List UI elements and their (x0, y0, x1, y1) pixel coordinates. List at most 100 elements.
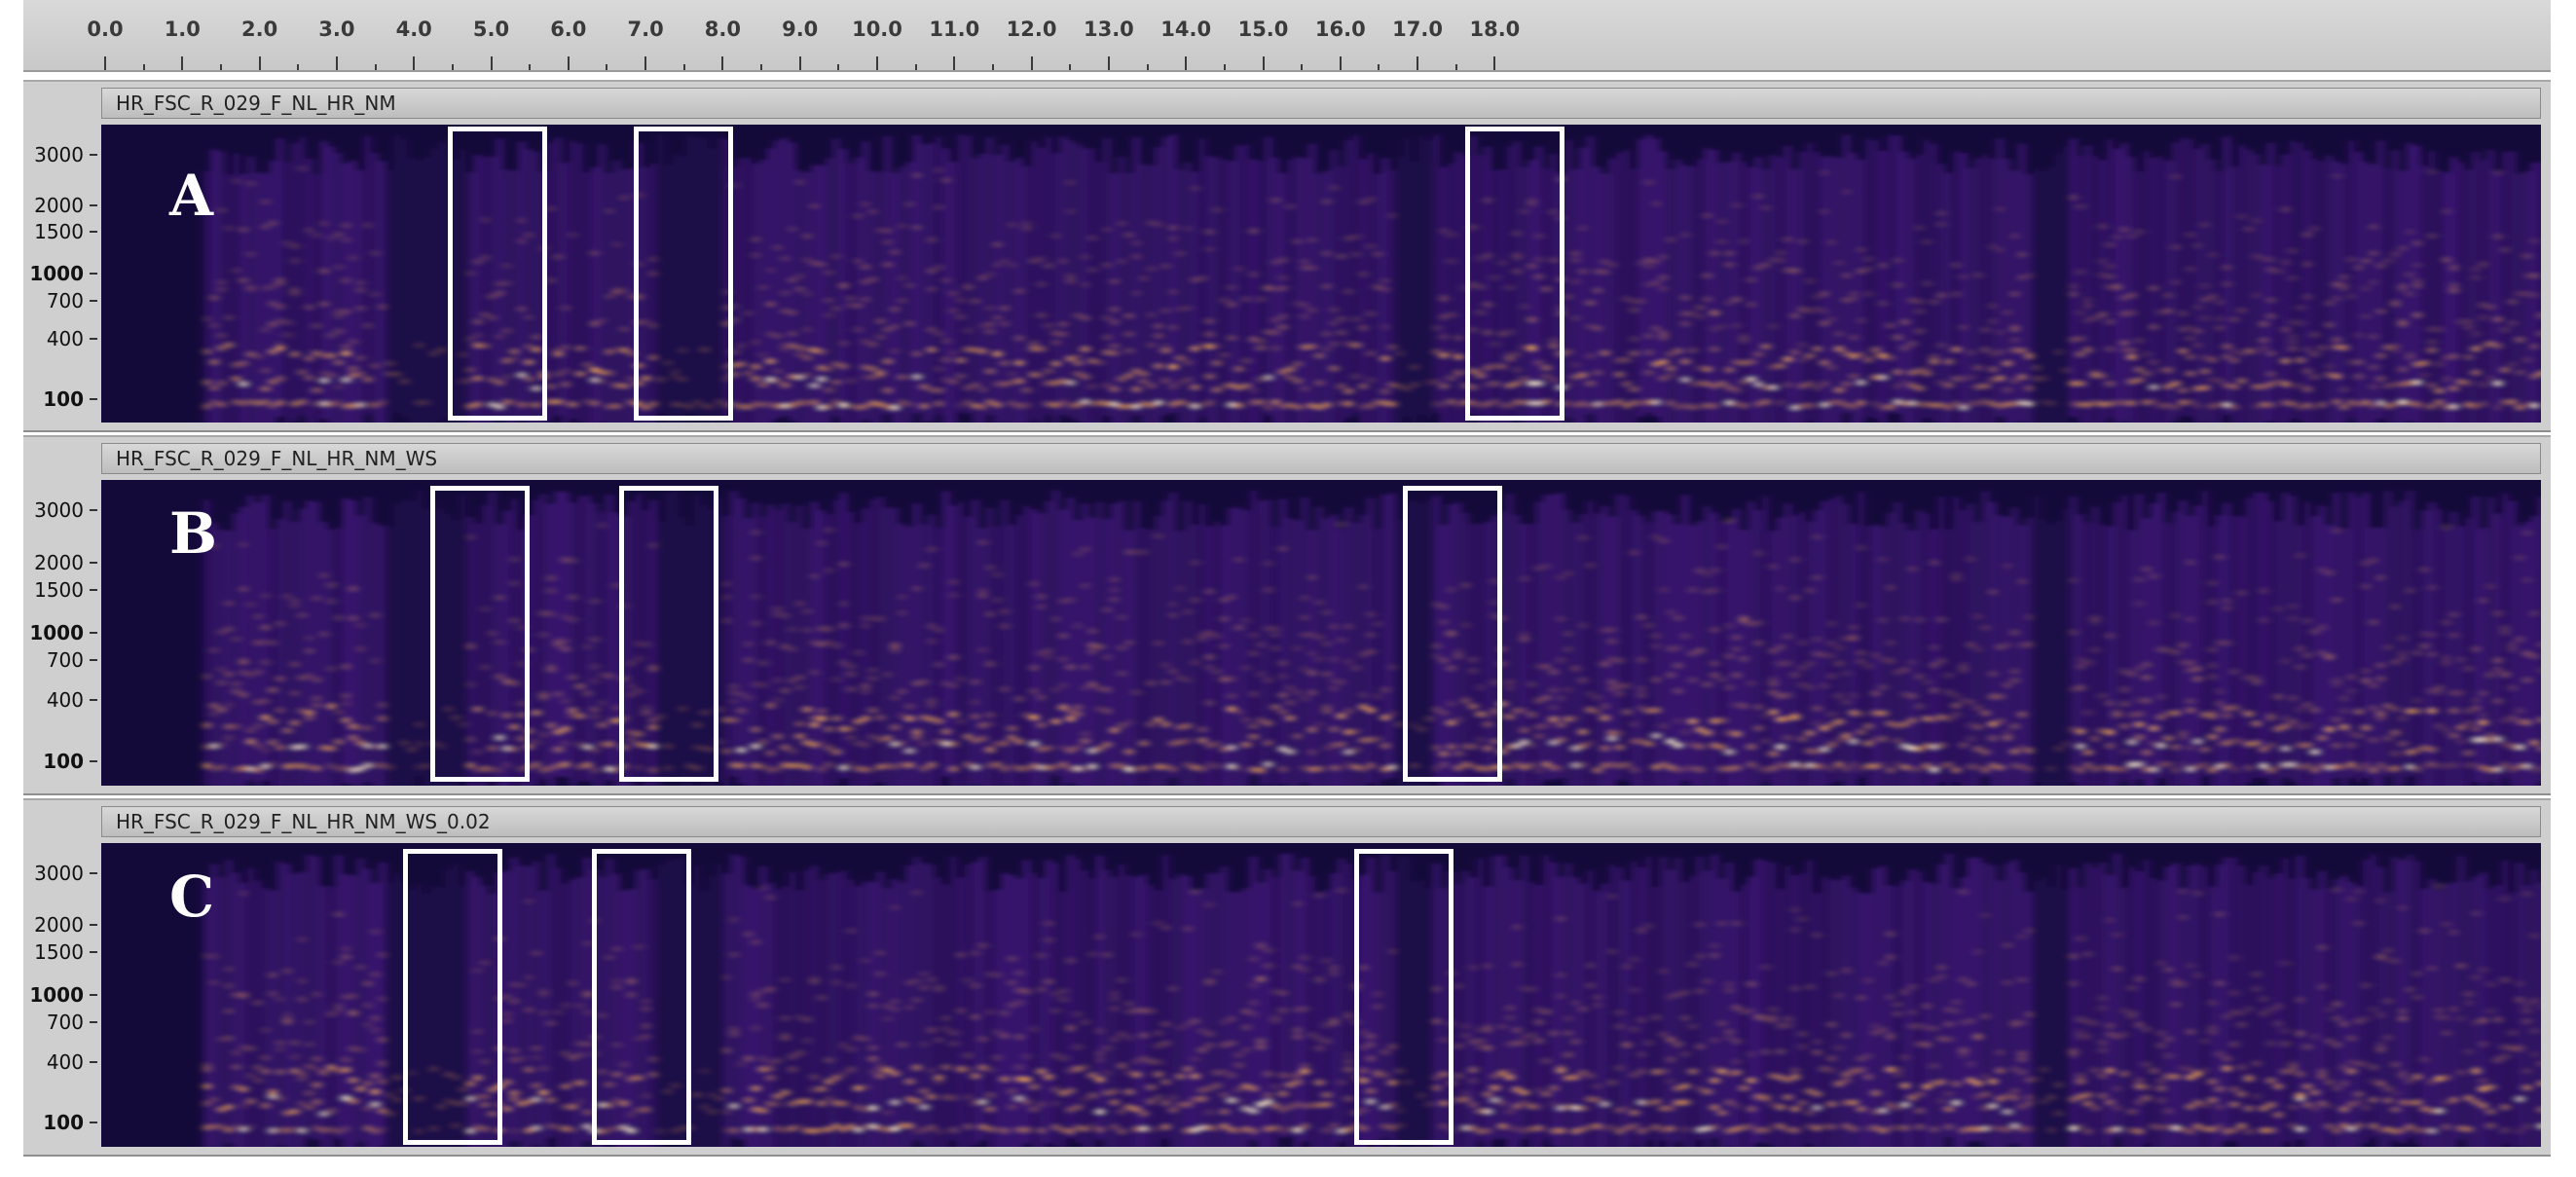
frequency-tick-label: 2000 (34, 193, 84, 217)
panel-letter: A (169, 163, 214, 229)
timeline-tick-label: 2.0 (240, 18, 278, 41)
frequency-tick (90, 632, 97, 634)
frequency-tick-label: 1500 (34, 578, 84, 603)
timeline-major-tick (876, 56, 878, 70)
frequency-tick (90, 509, 97, 512)
frequency-tick-label: 2000 (34, 913, 84, 938)
timeline-minor-tick (1146, 64, 1149, 70)
timeline-minor-tick (529, 64, 532, 70)
frequency-tick-label: 3000 (34, 862, 84, 886)
frequency-tick (90, 994, 97, 996)
frequency-tick (90, 397, 97, 400)
timeline-major-tick (181, 56, 184, 70)
spectrogram-image (101, 125, 2541, 423)
timeline-minor-tick (1069, 64, 1072, 70)
timeline-minor-tick (451, 64, 454, 70)
panel-letter: B (169, 500, 218, 567)
audio-track-c[interactable]: HR_FSC_R_029_F_NL_HR_NM_WS_0.02 3000 2000… (23, 798, 2551, 1157)
timeline-major-tick (644, 56, 647, 70)
highlight-box (1354, 849, 1454, 1145)
timeline-major-tick (567, 56, 570, 70)
timeline-minor-tick (837, 64, 840, 70)
track-name-label[interactable]: HR_FSC_R_029_F_NL_HR_NM_WS_0.02 (101, 806, 2541, 837)
audio-track-b[interactable]: HR_FSC_R_029_F_NL_HR_NM_WS 3000 2000 1500 1… (23, 435, 2551, 795)
frequency-tick-label: 400 (46, 688, 84, 713)
timeline-ruler[interactable]: 0.0 1.0 2.0 3.0 4.0 5.0 6.0 7.0 8.0 9.0 10.0 11.0 12… (23, 0, 2551, 72)
frequency-tick-label: 100 (43, 386, 84, 411)
timeline-major-tick (1417, 56, 1419, 70)
track-name-label[interactable]: HR_FSC_R_029_F_NL_HR_NM_WS (101, 443, 2541, 474)
track-name-label[interactable]: HR_FSC_R_029_F_NL_HR_NM (101, 88, 2541, 119)
timeline-tick-label: 16.0 (1314, 18, 1366, 41)
timeline-minor-tick (914, 64, 917, 70)
panel-letter: C (169, 864, 215, 930)
timeline-minor-tick (1378, 64, 1380, 70)
timeline-major-tick (1030, 56, 1033, 70)
frequency-tick (90, 1122, 97, 1124)
timeline-tick-label: 11.0 (929, 18, 980, 41)
spectrogram-image (101, 480, 2541, 786)
timeline-minor-tick (682, 64, 685, 70)
frequency-tick (90, 951, 97, 954)
highlight-box (430, 486, 530, 782)
spectrogram-image (101, 843, 2541, 1147)
timeline-tick-label: 13.0 (1083, 18, 1134, 41)
frequency-tick (90, 299, 97, 302)
frequency-tick (90, 153, 97, 156)
timeline-major-tick (721, 56, 724, 70)
frequency-tick (90, 273, 97, 275)
frequency-axis: 3000 2000 1500 1000 700 400 100 (23, 480, 101, 786)
highlight-box (619, 486, 718, 782)
timeline-tick-label: 8.0 (704, 18, 741, 41)
timeline-minor-tick (374, 64, 377, 70)
timeline-major-tick (335, 56, 338, 70)
audio-track-a[interactable]: HR_FSC_R_029_F_NL_HR_NM 3000 2000 1500 1000… (23, 80, 2551, 432)
timeline-major-tick (413, 56, 416, 70)
frequency-tick (90, 338, 97, 341)
frequency-tick-label: 1500 (34, 220, 84, 244)
timeline-major-tick (798, 56, 801, 70)
frequency-tick (90, 231, 97, 234)
timeline-minor-tick (1301, 64, 1304, 70)
timeline-major-tick (490, 56, 493, 70)
timeline-tick-label: 14.0 (1160, 18, 1212, 41)
timeline-tick-label: 17.0 (1392, 18, 1444, 41)
frequency-tick (90, 1060, 97, 1063)
frequency-tick (90, 699, 97, 702)
timeline-minor-tick (297, 64, 300, 70)
frequency-tick-label: 3000 (34, 142, 84, 166)
frequency-tick-label: 700 (46, 288, 84, 313)
frequency-tick (90, 924, 97, 927)
timeline-minor-tick (991, 64, 994, 70)
highlight-box (1465, 127, 1564, 421)
highlight-box (403, 849, 502, 1145)
frequency-tick-label: 3000 (34, 498, 84, 523)
highlight-box (1403, 486, 1502, 782)
frequency-tick-label: 100 (43, 1111, 84, 1135)
timeline-major-tick (1107, 56, 1110, 70)
frequency-tick-label: 400 (46, 327, 84, 351)
timeline-major-tick (104, 56, 106, 70)
timeline-major-tick (1262, 56, 1265, 70)
frequency-tick-label: 700 (46, 648, 84, 673)
spectrogram-view[interactable] (101, 480, 2541, 786)
frequency-tick-label: 400 (46, 1049, 84, 1074)
spectrogram-view[interactable] (101, 843, 2541, 1147)
timeline-minor-tick (142, 64, 145, 70)
frequency-tick (90, 872, 97, 875)
frequency-tick (90, 203, 97, 206)
frequency-tick (90, 759, 97, 762)
frequency-tick-label: 100 (43, 749, 84, 773)
frequency-tick (90, 659, 97, 662)
timeline-tick-label: 7.0 (627, 18, 664, 41)
timeline-tick-label: 18.0 (1469, 18, 1521, 41)
highlight-box (634, 127, 733, 421)
frequency-tick-label: 1000 (29, 621, 84, 644)
timeline-tick-label: 4.0 (395, 18, 432, 41)
spectrogram-view[interactable] (101, 125, 2541, 423)
timeline-tick-label: 1.0 (164, 18, 201, 41)
frequency-tick (90, 589, 97, 592)
frequency-tick-label: 1000 (29, 983, 84, 1007)
highlight-box (592, 849, 691, 1145)
